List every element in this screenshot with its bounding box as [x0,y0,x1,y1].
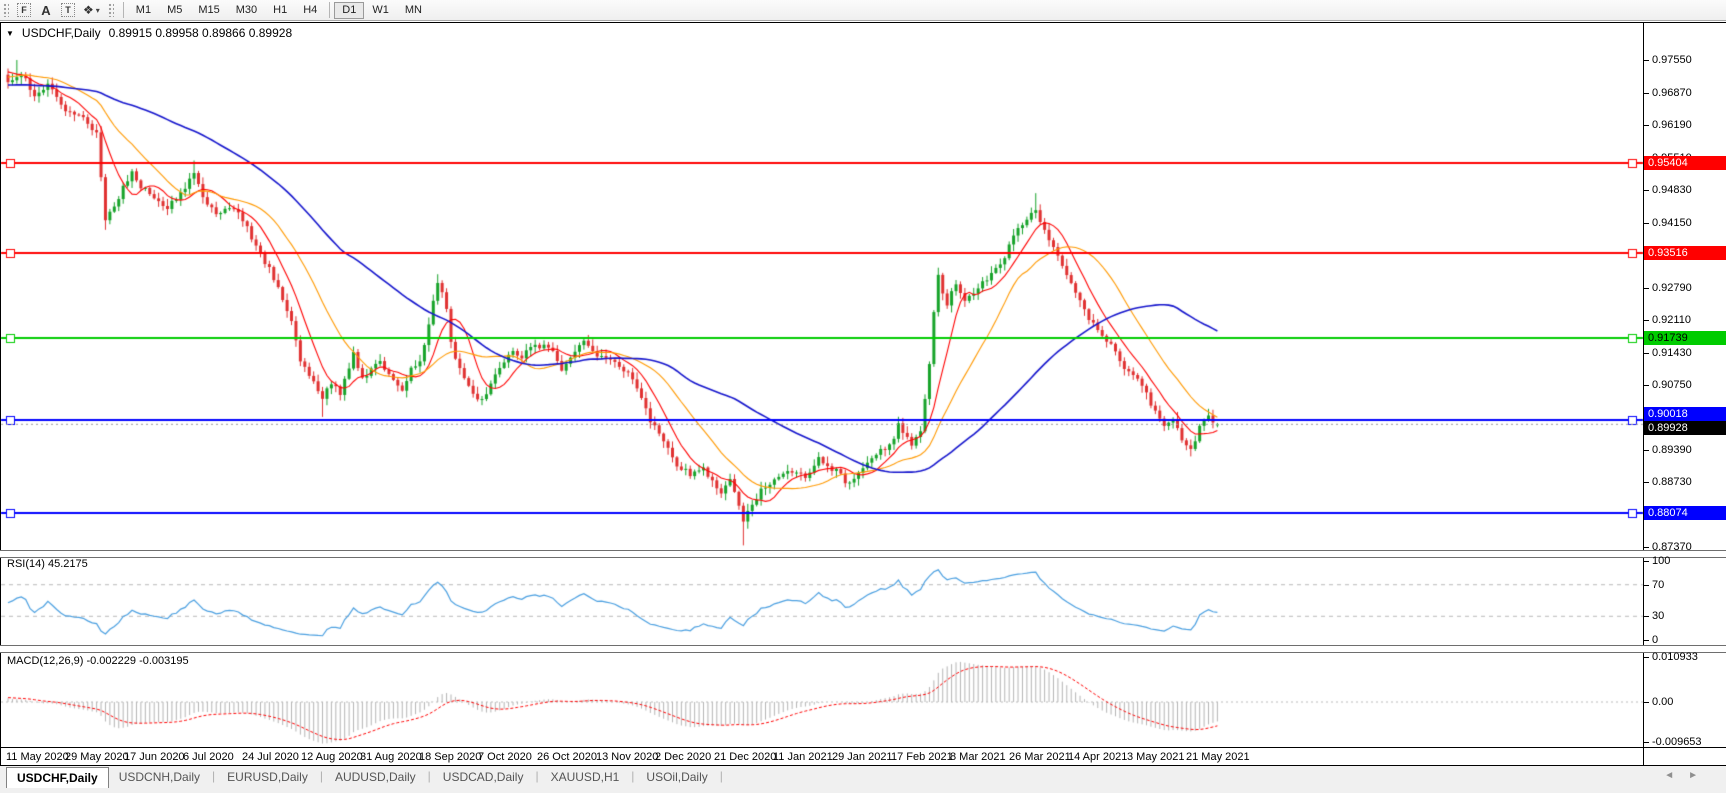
date-label: 11 Jan 2021 [773,751,833,763]
axis-tick-mark [1644,93,1649,94]
price-tick-label: 0.96190 [1652,119,1692,131]
symbol-tab-bar: USDCHF,Daily USDCNH,Daily | EURUSD,Daily | AU… [0,766,1726,793]
collapse-triangle-icon[interactable]: ▼ [6,28,14,38]
price-axis-border [1643,22,1644,765]
date-label: 8 Mar 2021 [950,751,1006,763]
axis-tick-mark [1644,742,1649,743]
tab-usoil-daily[interactable]: USOil,Daily [646,769,708,784]
price-tick-label: 0.94150 [1652,217,1692,229]
chart-left-border [0,22,1,765]
hline-price-label: 0.91739 [1644,331,1726,345]
date-label: 11 May 2020 [6,751,69,763]
price-tick-label: -0.009653 [1652,736,1702,748]
tab-separator: | [631,769,635,783]
date-label: 31 Aug 2020 [360,751,422,763]
axis-tick-mark [1644,482,1649,483]
bid-price-label: 0.89928 [1644,421,1726,435]
date-label: 18 Sep 2020 [419,751,482,763]
price-tick-label: 0.92790 [1652,282,1692,294]
axis-tick-mark [1644,125,1649,126]
tab-scroll-right-icon[interactable]: ► [1688,770,1712,781]
date-label: 26 Oct 2020 [537,751,597,763]
price-tick-label: 0.92110 [1652,314,1691,326]
tab-separator: | [535,769,539,783]
date-label: 2 Dec 2020 [655,751,712,763]
date-label: 3 May 2021 [1127,751,1185,763]
price-tick-label: 0.00 [1652,696,1674,708]
price-tick-label: 0.94830 [1652,184,1692,196]
ohlc-values: 0.89915 0.89958 0.89866 0.89928 [108,26,293,40]
date-label: 17 Jun 2020 [124,751,185,763]
tab-audusd-daily[interactable]: AUDUSD,Daily [334,769,416,784]
tab-separator: | [719,769,723,783]
date-label: 12 Aug 2020 [301,751,363,763]
axis-tick-mark [1644,288,1649,289]
hline-price-label: 0.88074 [1644,506,1726,520]
hline-price-label: 0.95404 [1644,156,1726,170]
price-tick-label: 0.91430 [1652,347,1692,359]
date-label: 21 Dec 2020 [714,751,777,763]
tab-separator: | [319,769,323,783]
hline-price-label: 0.93516 [1644,246,1726,260]
tab-xauusd-h1[interactable]: XAUUSD,H1 [550,769,620,784]
symbol-period-label: USDCHF,Daily [21,26,101,40]
macd-label: MACD(12,26,9) -0.002229 -0.003195 [7,655,189,667]
axis-tick-mark [1644,702,1649,703]
price-tick-label: 0.010933 [1652,651,1698,663]
axis-tick-mark [1644,450,1649,451]
axis-tick-mark [1644,640,1649,641]
date-label: 24 Jul 2020 [242,751,299,763]
tab-scroll-left-icon[interactable]: ◄ [1664,770,1689,781]
date-label: 29 May 2020 [65,751,129,763]
price-tick-label: 70 [1652,579,1665,591]
axis-tick-mark [1644,385,1649,386]
price-tick-label: 0.97550 [1652,54,1692,66]
tab-usdcad-daily[interactable]: USDCAD,Daily [442,769,524,784]
tab-scroll-arrows: ◄► [1664,770,1712,781]
tab-separator: | [212,769,216,783]
rsi-macd-splitter[interactable] [0,645,1726,653]
axis-tick-mark [1644,561,1649,562]
rsi-label: RSI(14) 45.2175 [7,558,88,570]
axis-tick-mark [1644,223,1649,224]
price-tick-label: 0.89390 [1652,444,1692,456]
axis-tick-mark [1644,616,1649,617]
chart-bottom-border [0,765,1726,766]
date-label: 29 Jan 2021 [832,751,893,763]
date-label: 17 Feb 2021 [891,751,953,763]
axis-tick-mark [1644,320,1649,321]
main-rsi-splitter[interactable] [0,550,1726,558]
axis-tick-mark [1644,190,1649,191]
axis-tick-mark [1644,547,1649,548]
price-tick-label: 0 [1652,634,1659,646]
tab-usdchf-daily[interactable]: USDCHF,Daily [6,767,109,788]
price-tick-label: 0.88730 [1652,476,1692,488]
tab-separator: | [427,769,431,783]
chart-title: ▼ USDCHF,Daily 0.89915 0.89958 0.89866 0… [6,26,292,40]
axis-tick-mark [1644,60,1649,61]
axis-tick-mark [1644,585,1649,586]
date-label: 13 Nov 2020 [596,751,659,763]
axis-tick-mark [1644,657,1649,658]
tab-eurusd-daily[interactable]: EURUSD,Daily [227,769,308,784]
date-label: 21 May 2021 [1186,751,1250,763]
price-tick-label: 30 [1652,610,1665,622]
chart-top-border [0,22,1726,23]
date-label: 7 Oct 2020 [478,751,532,763]
price-tick-label: 100 [1652,555,1671,567]
price-tick-label: 0.90750 [1652,379,1692,391]
date-axis-border [0,747,1726,748]
date-label: 26 Mar 2021 [1009,751,1071,763]
price-tick-label: 0.87370 [1652,541,1692,553]
date-label: 14 Apr 2021 [1068,751,1128,763]
hline-price-label: 0.90018 [1644,407,1726,421]
tab-usdcnh-daily[interactable]: USDCNH,Daily [118,769,201,784]
date-label: 6 Jul 2020 [183,751,234,763]
axis-tick-mark [1644,353,1649,354]
price-tick-label: 0.96870 [1652,87,1692,99]
